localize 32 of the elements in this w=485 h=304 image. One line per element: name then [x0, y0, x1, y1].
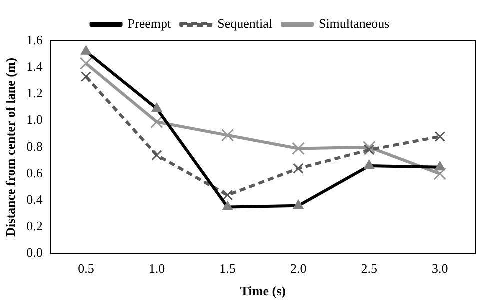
y-tick-label: 0.0: [26, 245, 43, 260]
point: [292, 142, 305, 156]
x-axis-title: Time (s): [240, 284, 286, 299]
y-tick-label: 1.4: [26, 59, 44, 74]
y-tick-label: 1.2: [26, 86, 43, 101]
point: [293, 163, 304, 174]
y-axis-title: Distance from center of lane (m): [3, 58, 18, 237]
y-tick-label: 0.8: [26, 138, 43, 154]
legend-label: Sequential: [218, 16, 273, 31]
point: [434, 131, 446, 142]
point: [364, 144, 375, 156]
y-tick-label: 0.6: [26, 165, 44, 180]
legend-label: Preempt: [128, 16, 172, 31]
x-tick-label: 3.0: [432, 261, 448, 276]
point: [222, 190, 234, 201]
point: [434, 168, 447, 180]
point: [80, 57, 93, 70]
x-tick-label: 0.5: [78, 261, 94, 276]
y-tick-label: 0.2: [26, 218, 43, 234]
x-tick-label: 2.5: [361, 261, 378, 276]
point: [362, 140, 376, 154]
point: [80, 72, 92, 82]
x-tick-label: 1.5: [220, 261, 236, 276]
y-tick-label: 1.0: [26, 112, 43, 128]
legend-label: Simultaneous: [318, 16, 390, 31]
point: [152, 150, 162, 161]
y-tick-label: 1.6: [26, 32, 44, 48]
x-tick-label: 2.0: [290, 261, 307, 276]
x-tick-label: 1.0: [148, 261, 166, 276]
y-tick-label: 0.4: [26, 192, 44, 208]
point: [221, 129, 234, 142]
point: [150, 116, 164, 129]
